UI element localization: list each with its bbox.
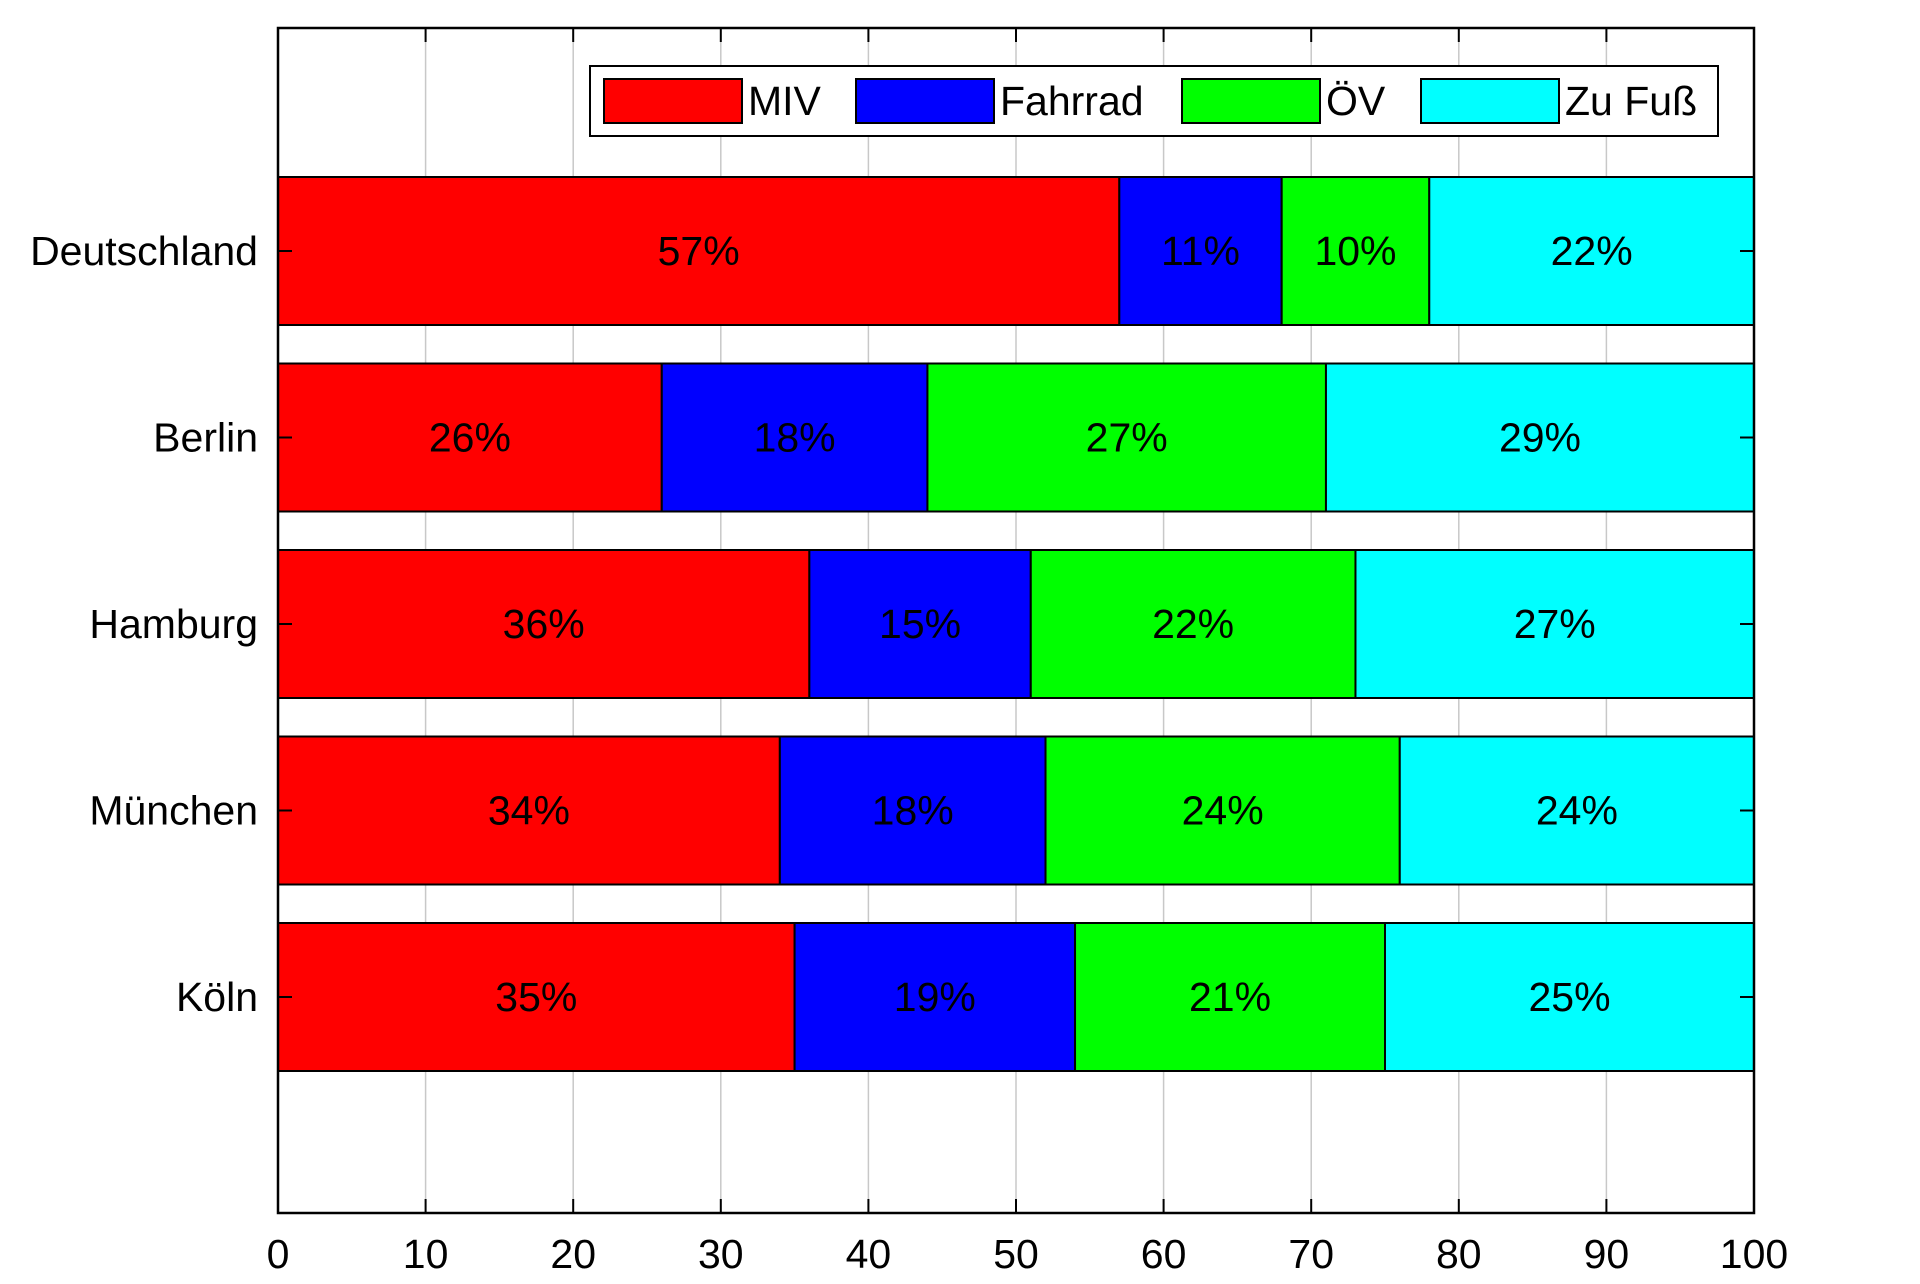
bar-value-label: 27% <box>1514 601 1596 647</box>
bar-segment <box>277 176 1121 326</box>
bar-value-label: 22% <box>1152 601 1234 647</box>
category-label: Berlin <box>153 415 258 461</box>
bar-segment <box>1280 176 1431 326</box>
bar-segment <box>778 735 1047 886</box>
bar-segment <box>1384 922 1755 1072</box>
bar-value-label: 35% <box>495 974 577 1020</box>
x-tick-label: 100 <box>1720 1231 1788 1277</box>
bar-value-label: 24% <box>1182 788 1264 834</box>
bar-segment <box>1074 922 1387 1072</box>
x-tick-label: 50 <box>993 1231 1039 1277</box>
legend-swatch <box>855 78 995 124</box>
bar-value-label: 25% <box>1528 974 1610 1020</box>
bar-value-label: 34% <box>488 788 570 834</box>
legend-swatch <box>603 78 743 124</box>
bar-segment <box>926 362 1327 513</box>
x-tick-label: 80 <box>1436 1231 1482 1277</box>
legend-swatch <box>1181 78 1321 124</box>
bar-segment <box>1324 362 1755 513</box>
category-label: Köln <box>176 974 258 1020</box>
category-label: Hamburg <box>89 601 258 647</box>
category-label: Deutschland <box>30 228 258 274</box>
bar-value-label: 29% <box>1499 415 1581 461</box>
x-tick-label: 30 <box>698 1231 744 1277</box>
bar-segment <box>1354 549 1755 699</box>
category-label: München <box>89 788 258 834</box>
bar-value-label: 27% <box>1086 415 1168 461</box>
bar-value-label: 21% <box>1189 974 1271 1020</box>
bar-value-label: 57% <box>658 228 740 274</box>
bar-value-label: 10% <box>1314 228 1396 274</box>
bar-value-label: 22% <box>1551 228 1633 274</box>
legend-label: Zu Fuß <box>1565 78 1697 124</box>
x-tick-label: 20 <box>550 1231 596 1277</box>
bar-segment <box>1029 549 1357 699</box>
bar-segment <box>660 362 929 513</box>
bar-value-label: 15% <box>879 601 961 647</box>
legend-swatch <box>1420 78 1560 124</box>
x-tick-label: 10 <box>403 1231 449 1277</box>
bars: 57% 11% 10% 22% 26% 18% 27% 29% 36% 15% 22% 27% 34% 1… <box>277 176 1756 1072</box>
legend-box <box>589 65 1719 137</box>
legend-label: MIV <box>748 78 822 124</box>
bar-segment <box>1428 176 1756 326</box>
x-tick-label: 90 <box>1584 1231 1630 1277</box>
legend-label: ÖV <box>1326 78 1386 124</box>
x-tick-label: 70 <box>1288 1231 1334 1277</box>
legend-label: Fahrrad <box>1000 78 1144 124</box>
bar-value-label: 18% <box>872 788 954 834</box>
bar-value-label: 26% <box>429 415 511 461</box>
bar-value-label: 19% <box>894 974 976 1020</box>
x-tick-label: 40 <box>846 1231 892 1277</box>
bar-value-label: 18% <box>754 415 836 461</box>
bar-segment <box>277 735 781 886</box>
bar-segment <box>1118 176 1283 326</box>
legend: MIV Fahrrad ÖV Zu Fuß <box>589 65 1719 137</box>
bar-segment <box>277 922 796 1072</box>
bar-value-label: 36% <box>503 601 585 647</box>
bar-segment <box>1398 735 1755 886</box>
bar-segment <box>277 362 663 513</box>
x-tick-label: 60 <box>1141 1231 1187 1277</box>
bar-value-label: 11% <box>1161 228 1240 274</box>
bar-segment <box>793 922 1077 1072</box>
bar-segment <box>808 549 1032 699</box>
bar-segment <box>277 549 811 699</box>
x-tick-label: 0 <box>267 1231 290 1277</box>
axes: Deutschland Berlin Hamburg München Köln 0 10 20… <box>30 26 1788 1277</box>
bar-value-label: 24% <box>1536 788 1618 834</box>
bar-segment <box>1044 735 1401 886</box>
